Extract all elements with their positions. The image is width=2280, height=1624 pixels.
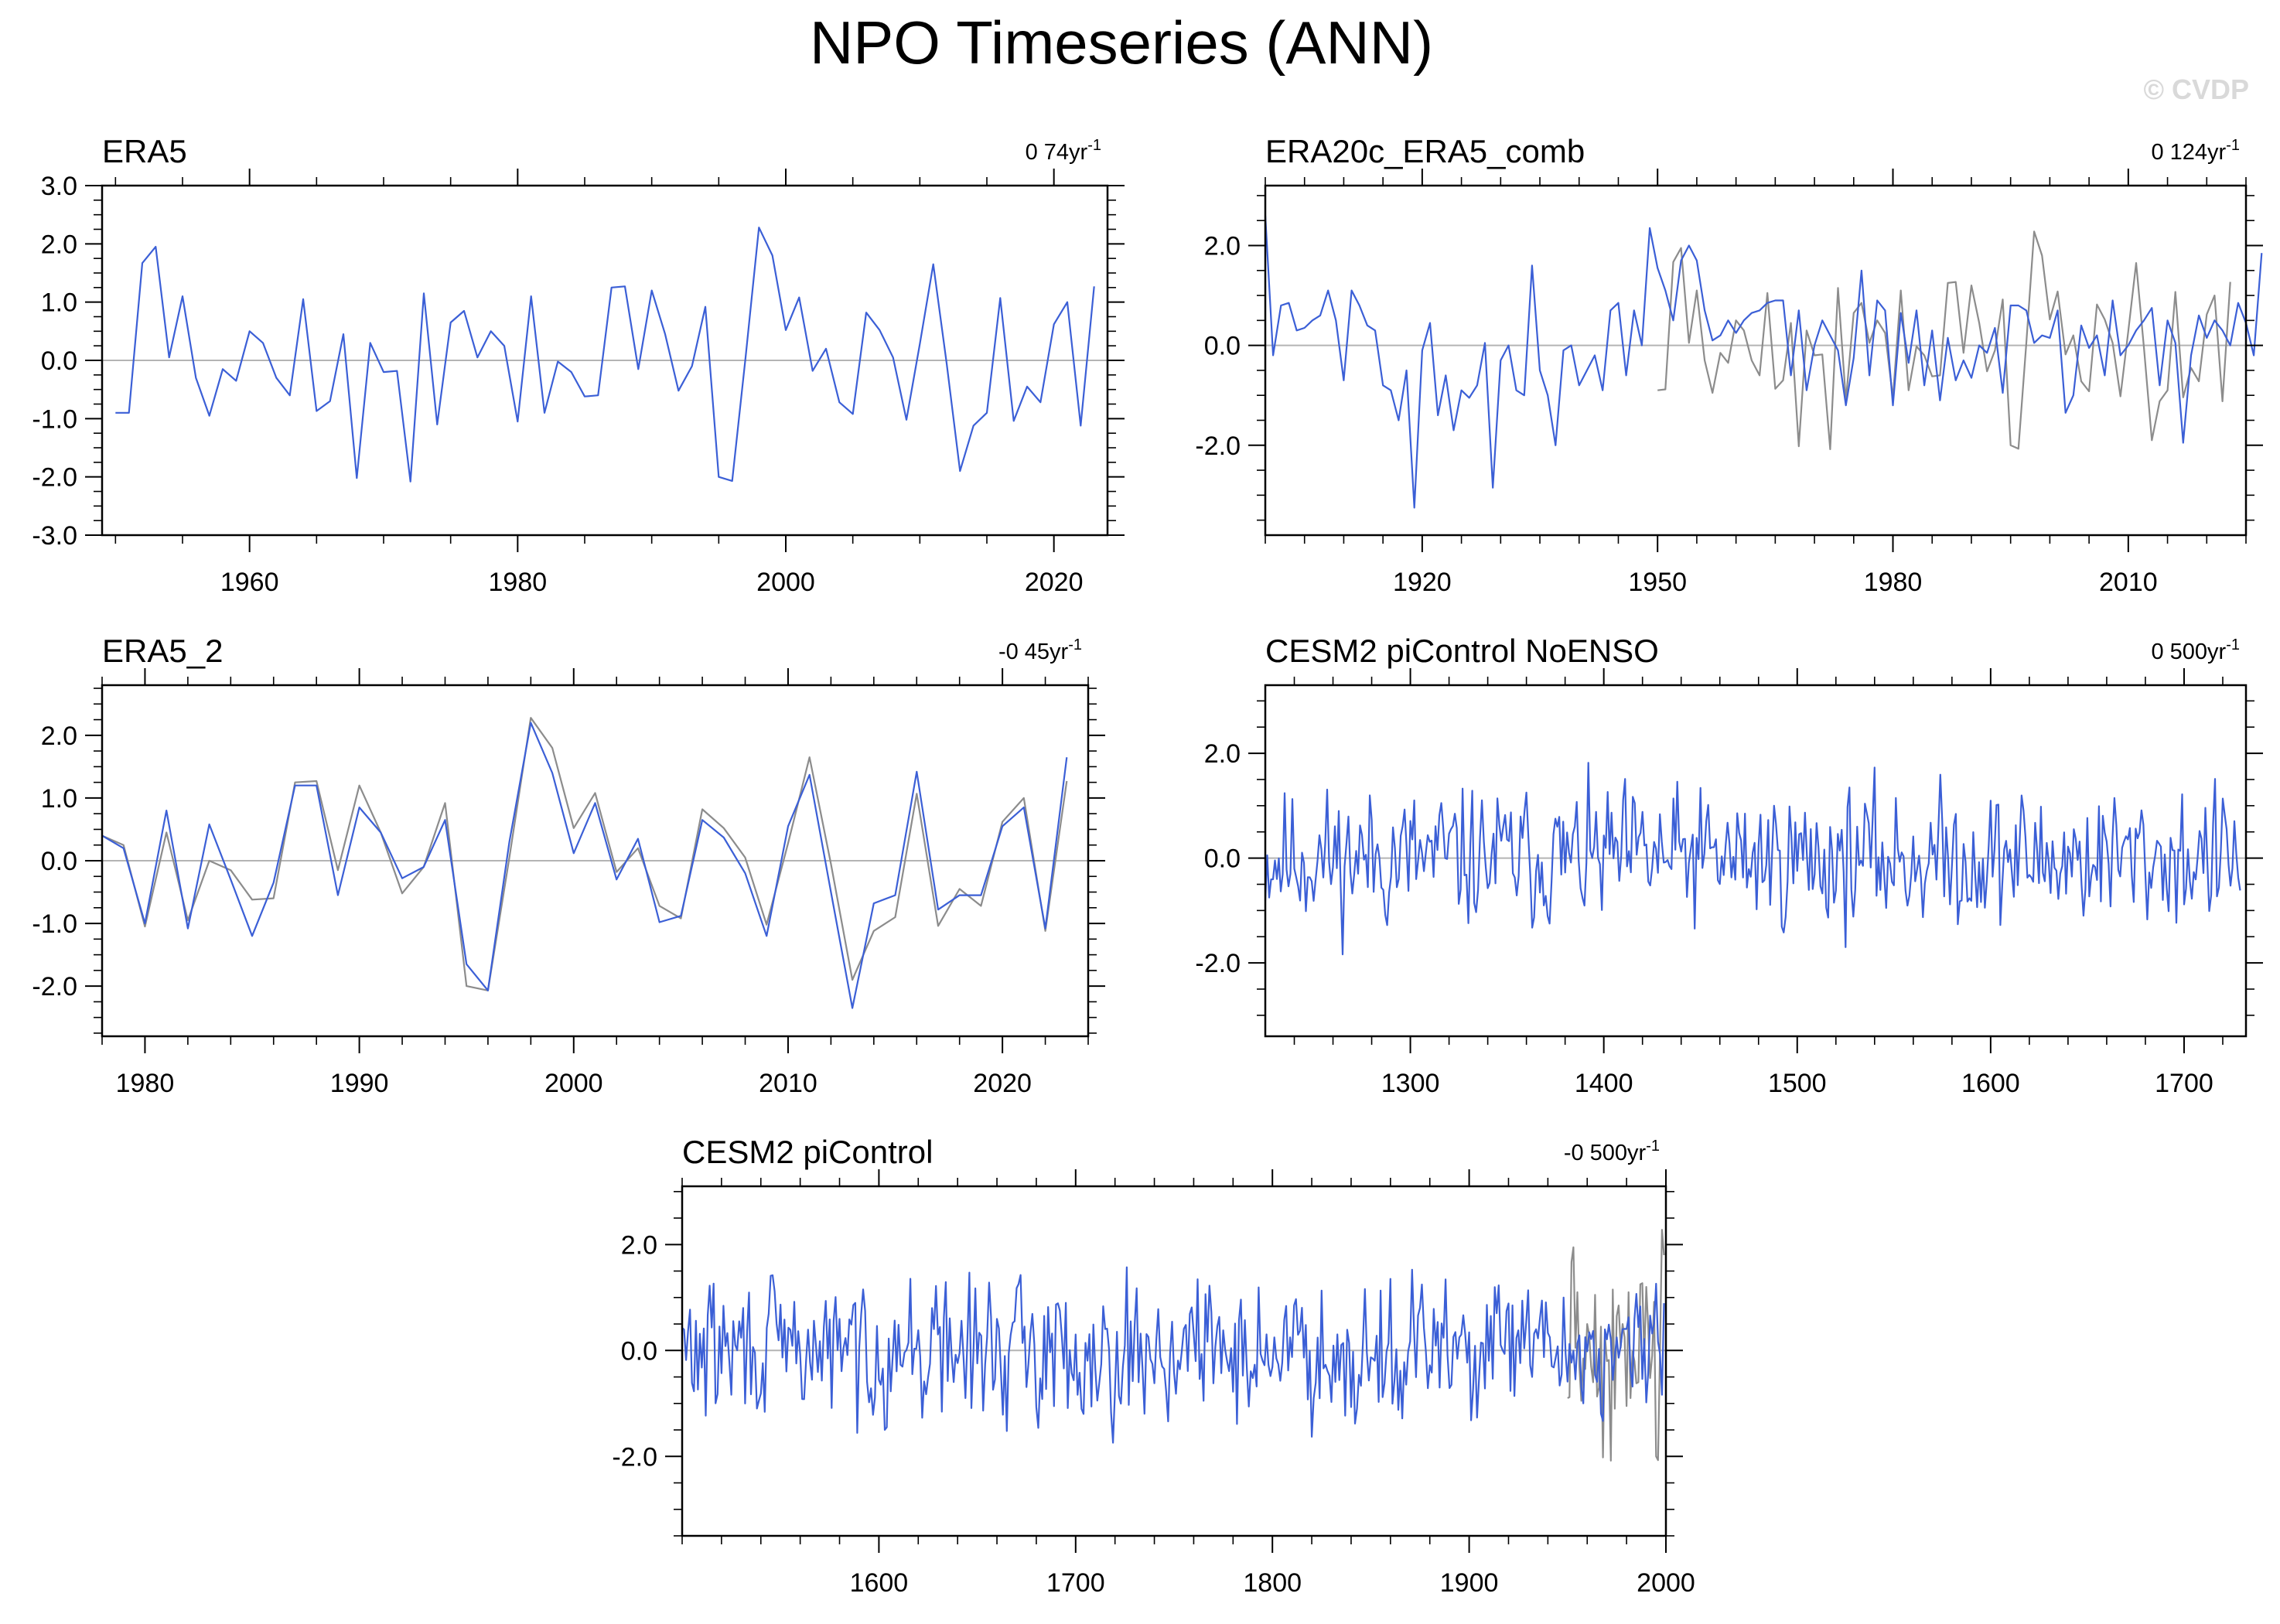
y-tick-label: -2.0 <box>32 972 77 1001</box>
x-tick-label: 2000 <box>756 568 815 597</box>
chart-panel-era5: ERA5 0 74yr-1 1960 1980 2000 2020 -3.0 -2.0 -1.0… <box>32 133 1125 597</box>
trend-label: -0 45yr-1 <box>998 636 1082 664</box>
y-tick-label: 0.0 <box>41 847 77 876</box>
x-tick-label: 1920 <box>1393 568 1452 597</box>
x-tick-label: 2010 <box>759 1069 817 1098</box>
x-tick-label: 1600 <box>1961 1069 2020 1098</box>
trend-label: 0 74yr-1 <box>1026 137 1101 165</box>
secondary-series-line <box>101 717 1068 991</box>
x-tick-label: 1600 <box>850 1568 909 1598</box>
x-tick-label: 1500 <box>1768 1069 1827 1098</box>
y-tick-label: -2.0 <box>1195 432 1241 461</box>
x-tick-label: 1400 <box>1575 1069 1633 1098</box>
x-tick-label: 2000 <box>1637 1568 1695 1598</box>
x-tick-label: 1950 <box>1628 568 1687 597</box>
chart-panel-cesm2-picontrol-noenso: CESM2 piControl NoENSO 0 500yr-1 1300 1400 1… <box>1195 633 2263 1098</box>
x-tick-label: 2020 <box>1025 568 1084 597</box>
x-tick-label: 1990 <box>330 1069 389 1098</box>
y-tick-label: 0.0 <box>1204 844 1241 874</box>
x-tick-label: 1960 <box>220 568 279 597</box>
figure-title: NPO Timeseries (ANN) <box>810 9 1433 77</box>
plot-frame <box>1264 184 2248 537</box>
y-tick-label: -1.0 <box>32 404 77 434</box>
primary-series-line <box>101 722 1068 1009</box>
y-tick-label: 2.0 <box>621 1230 657 1260</box>
x-tick-label: 1700 <box>1046 1568 1105 1598</box>
x-tick-label: 2020 <box>973 1069 1032 1098</box>
x-tick-label: 1800 <box>1243 1568 1302 1598</box>
y-tick-label: -1.0 <box>32 909 77 939</box>
primary-series-line <box>1264 762 2241 956</box>
plot-frame <box>681 1185 1667 1537</box>
x-tick-label: 1980 <box>116 1069 175 1098</box>
y-tick-label: -3.0 <box>32 521 77 551</box>
chart-panel-era5-2: ERA5_2 -0 45yr-1 1980 1990 2000 2010 2020 -2.0 -… <box>32 633 1105 1098</box>
x-tick-label: 1700 <box>2155 1069 2213 1098</box>
y-tick-label: 2.0 <box>1204 739 1241 769</box>
y-tick-label: 1.0 <box>41 288 77 318</box>
chart-panel-cesm2-picontrol: CESM2 piControl -0 500yr-1 1600 1700 1800 190… <box>612 1134 1695 1598</box>
panel-title: CESM2 piControl NoENSO <box>1265 633 1659 669</box>
secondary-series-line <box>1657 230 2231 451</box>
y-tick-label: -2.0 <box>1195 949 1241 978</box>
trend-label: 0 124yr-1 <box>2151 137 2240 165</box>
panel-title: ERA20c_ERA5_comb <box>1265 133 1585 169</box>
y-tick-label: 1.0 <box>41 784 77 814</box>
chart-panel-era20c-era5-comb: ERA20c_ERA5_comb 0 124yr-1 1920 1950 1980 201… <box>1195 133 2263 597</box>
y-tick-label: 0.0 <box>621 1336 657 1366</box>
secondary-series-line <box>1567 1229 1665 1462</box>
primary-series-line <box>1264 215 2263 509</box>
plot-frame <box>1264 684 2248 1038</box>
x-tick-label: 1980 <box>1864 568 1923 597</box>
x-tick-label: 2010 <box>2099 568 2158 597</box>
x-tick-label: 1980 <box>489 568 548 597</box>
y-tick-label: -2.0 <box>612 1442 657 1472</box>
y-tick-label: 2.0 <box>41 722 77 751</box>
panel-title: ERA5 <box>102 133 187 169</box>
panel-title: CESM2 piControl <box>682 1134 933 1170</box>
primary-series-line <box>115 227 1095 483</box>
trend-label: -0 500yr-1 <box>1564 1138 1660 1165</box>
y-tick-label: 3.0 <box>41 172 77 201</box>
y-tick-label: 2.0 <box>41 230 77 259</box>
y-tick-label: 0.0 <box>41 346 77 376</box>
panel-title: ERA5_2 <box>102 633 223 669</box>
x-tick-label: 1900 <box>1440 1568 1499 1598</box>
trend-label: 0 500yr-1 <box>2151 636 2240 664</box>
x-tick-label: 2000 <box>544 1069 603 1098</box>
y-tick-label: 0.0 <box>1204 332 1241 361</box>
x-tick-label: 1300 <box>1381 1069 1440 1098</box>
y-tick-label: 2.0 <box>1204 231 1241 261</box>
primary-series-line <box>681 1266 1665 1444</box>
y-tick-label: -2.0 <box>32 463 77 493</box>
watermark: © CVDP <box>2143 73 2249 105</box>
